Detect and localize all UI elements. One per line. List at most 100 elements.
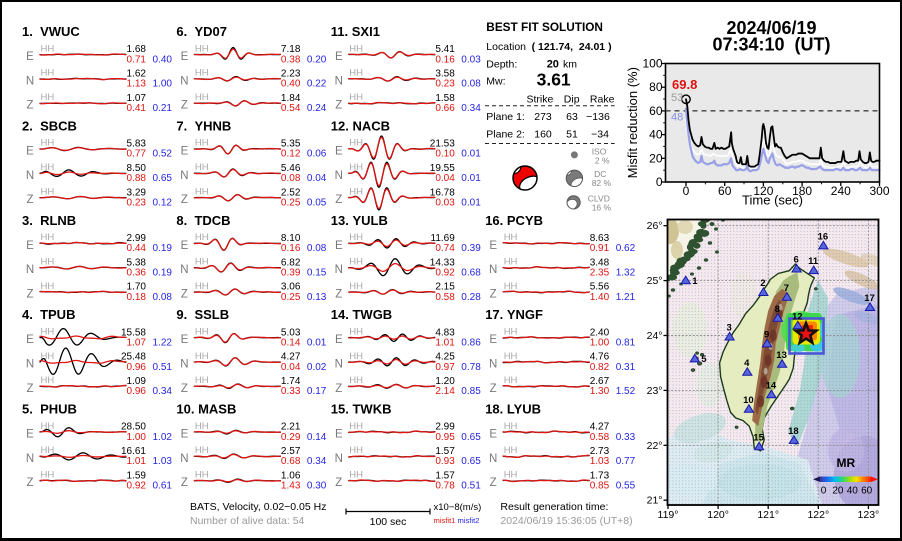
svg-text:HH: HH (41, 138, 55, 149)
svg-text:0.20: 0.20 (307, 54, 327, 65)
svg-text:N: N (335, 75, 343, 87)
svg-text:HH: HH (504, 232, 518, 243)
svg-text:119°: 119° (658, 509, 679, 521)
svg-text:HH: HH (504, 351, 518, 362)
svg-text:HH: HH (41, 232, 55, 243)
svg-text:4: 4 (744, 358, 750, 369)
svg-text:0.08: 0.08 (461, 79, 481, 90)
svg-text:23°: 23° (647, 385, 663, 397)
svg-text:0.14: 0.14 (281, 337, 301, 348)
svg-text:11.69: 11.69 (431, 233, 456, 244)
svg-text:0.05: 0.05 (307, 197, 327, 208)
svg-text:121°: 121° (757, 509, 779, 521)
svg-text:2.99: 2.99 (127, 233, 147, 244)
svg-text:0.02: 0.02 (307, 362, 327, 373)
svg-text:Number of alive data: 54: Number of alive data: 54 (190, 515, 305, 527)
svg-text:E: E (181, 429, 189, 441)
svg-text:0.97: 0.97 (435, 362, 455, 373)
svg-text:HH: HH (41, 162, 55, 173)
svg-text:0.40: 0.40 (153, 54, 173, 65)
svg-text:HH: HH (41, 281, 55, 292)
svg-text:69.8: 69.8 (672, 77, 697, 92)
svg-text:HH: HH (41, 326, 55, 337)
svg-text:22°: 22° (647, 440, 663, 452)
svg-text:21.53: 21.53 (430, 139, 455, 150)
svg-text:8.10: 8.10 (281, 233, 301, 244)
svg-text:N: N (26, 453, 34, 465)
svg-text:HH: HH (349, 92, 363, 103)
svg-text:20: 20 (649, 151, 663, 165)
svg-text:1.00: 1.00 (127, 432, 147, 443)
svg-text:Z: Z (335, 383, 342, 395)
svg-text:E: E (181, 51, 189, 63)
svg-text:0.16: 0.16 (281, 243, 301, 254)
svg-text:26°: 26° (647, 220, 663, 232)
svg-text:N: N (180, 264, 188, 276)
svg-text:Z: Z (181, 383, 188, 395)
svg-text:9. SSLB: 9. SSLB (176, 307, 229, 322)
svg-text:5.56: 5.56 (590, 282, 610, 293)
svg-text:N: N (335, 453, 343, 465)
svg-text:E: E (181, 240, 189, 252)
svg-text:0.96: 0.96 (127, 362, 147, 373)
svg-text:HH: HH (195, 421, 209, 432)
svg-text:123°: 123° (858, 509, 880, 521)
svg-text:0.58: 0.58 (590, 432, 610, 443)
svg-text:0.51: 0.51 (461, 481, 481, 492)
svg-text:160: 160 (534, 128, 552, 140)
svg-text:E: E (335, 240, 343, 252)
svg-text:6.82: 6.82 (281, 257, 301, 268)
svg-text:HH: HH (41, 257, 55, 268)
svg-text:2.14: 2.14 (435, 386, 455, 397)
svg-text:Depth:: Depth: (486, 58, 517, 70)
svg-text:HH: HH (504, 326, 518, 337)
svg-text:HH: HH (195, 138, 209, 149)
svg-text:0.65: 0.65 (153, 173, 173, 184)
svg-text:Z: Z (490, 477, 497, 489)
svg-text:0.15: 0.15 (307, 268, 327, 279)
svg-text:DC: DC (594, 169, 606, 179)
svg-text:0.77: 0.77 (616, 456, 636, 467)
svg-text:0.66: 0.66 (435, 103, 455, 114)
svg-text:HH: HH (504, 445, 518, 456)
svg-text:MR: MR (837, 456, 856, 470)
svg-text:16. PCYB: 16. PCYB (485, 213, 543, 228)
svg-text:( 121.74, 24.01 ): ( 121.74, 24.01 ) (532, 41, 612, 53)
svg-text:1. VWUC: 1. VWUC (22, 24, 80, 39)
svg-text:07:34:10 (UT): 07:34:10 (UT) (712, 35, 830, 55)
svg-text:1.01: 1.01 (127, 456, 147, 467)
svg-text:0.85: 0.85 (590, 481, 610, 492)
svg-text:1.43: 1.43 (281, 481, 301, 492)
svg-text:4.27: 4.27 (590, 422, 610, 433)
svg-text:16 %: 16 % (592, 203, 612, 213)
svg-text:0.31: 0.31 (616, 362, 636, 373)
svg-text:E: E (335, 429, 343, 441)
svg-text:17: 17 (864, 293, 875, 304)
svg-text:1.84: 1.84 (281, 93, 301, 104)
svg-text:2.73: 2.73 (590, 446, 610, 457)
svg-text:Z: Z (26, 289, 33, 301)
svg-text:HH: HH (41, 351, 55, 362)
svg-text:N: N (335, 359, 343, 371)
svg-text:0.78: 0.78 (461, 362, 481, 373)
svg-text:1.57: 1.57 (435, 470, 455, 481)
svg-text:N: N (335, 264, 343, 276)
svg-text:HH: HH (41, 186, 55, 197)
svg-text:19.55: 19.55 (430, 163, 455, 174)
svg-text:2 %: 2 % (595, 156, 610, 166)
svg-text:3.48: 3.48 (590, 257, 610, 268)
svg-text:0.36: 0.36 (127, 268, 147, 279)
svg-text:N: N (489, 359, 497, 371)
svg-text:BEST FIT SOLUTION: BEST FIT SOLUTION (486, 20, 603, 34)
svg-text:0.40: 0.40 (281, 79, 301, 90)
svg-text:0.25: 0.25 (281, 197, 301, 208)
svg-text:5: 5 (701, 354, 707, 365)
svg-text:4.83: 4.83 (435, 327, 455, 338)
svg-text:E: E (489, 240, 497, 252)
svg-text:0.86: 0.86 (461, 337, 481, 348)
svg-text:0.23: 0.23 (435, 79, 455, 90)
svg-text:HH: HH (195, 281, 209, 292)
svg-text:N: N (180, 75, 188, 87)
svg-text:2.35: 2.35 (590, 268, 610, 279)
svg-text:0.34: 0.34 (307, 456, 327, 467)
